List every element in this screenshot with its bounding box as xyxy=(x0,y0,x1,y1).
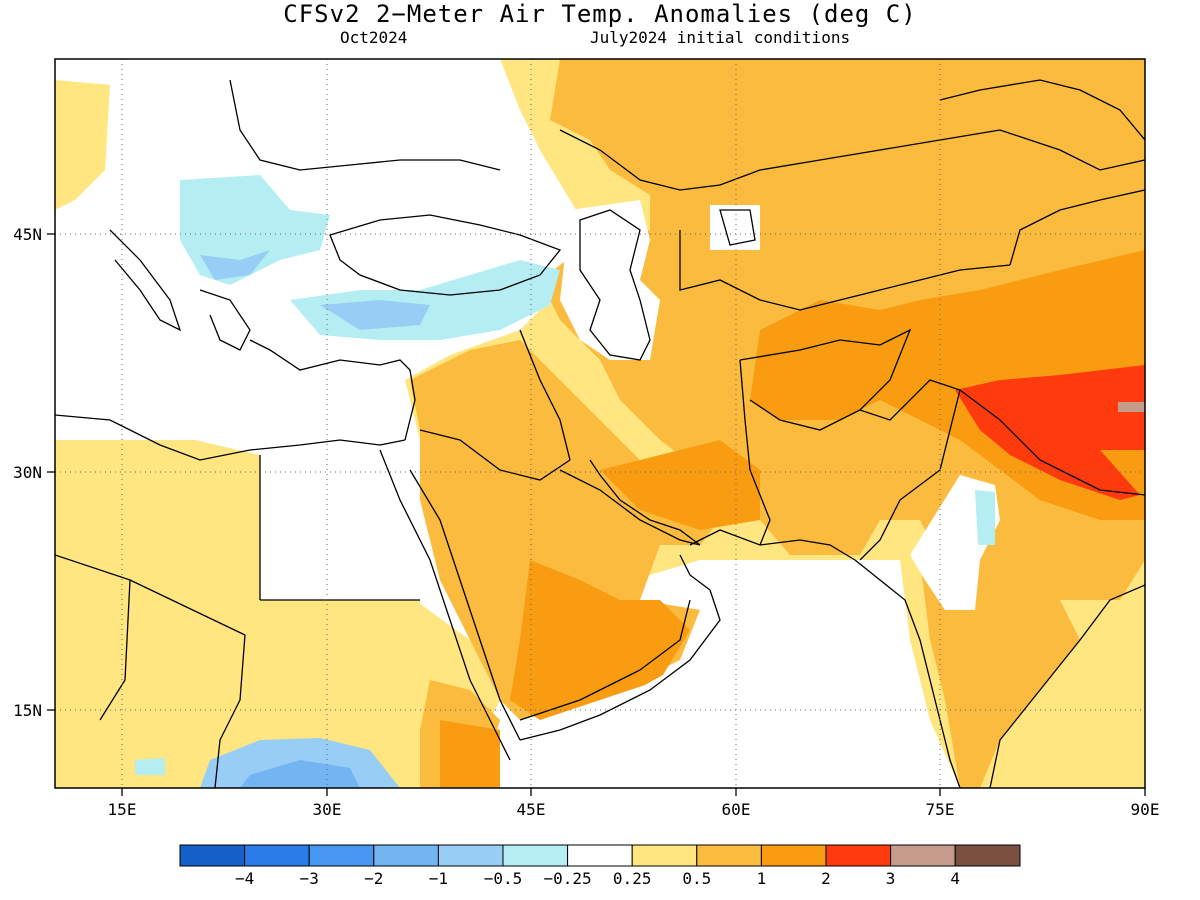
legend-label-2: −2 xyxy=(364,869,384,888)
iran-south-coast xyxy=(689,529,856,561)
legend-label-3: −1 xyxy=(428,869,449,888)
black-sea xyxy=(329,214,562,296)
border-china-west xyxy=(1009,189,1145,266)
warm-strong-east-africa xyxy=(440,720,500,788)
italy xyxy=(109,229,182,332)
tick-label-45n: 45N xyxy=(13,225,42,244)
africa-north-coast xyxy=(55,414,406,461)
neutral-india-center xyxy=(975,490,995,545)
map-frame xyxy=(54,58,1146,789)
border-sudan-south xyxy=(214,634,246,788)
legend-label-1: −3 xyxy=(299,869,319,888)
legend-label-6: 0.25 xyxy=(612,869,652,888)
warm-india-south xyxy=(920,560,1080,788)
initial-conditions: July2024 initial conditions xyxy=(590,28,851,47)
persian-gulf xyxy=(559,459,701,546)
border-mongolia xyxy=(939,79,1145,141)
legend-label-7: 0.5 xyxy=(682,869,712,888)
tick-label-30e: 30E xyxy=(313,800,342,819)
tick-label-60e: 60E xyxy=(722,800,751,819)
legend-label-5: −0.25 xyxy=(543,869,592,888)
border-europe-east xyxy=(229,79,501,171)
legend-label-11: 4 xyxy=(950,869,961,888)
legend-swatch-3 xyxy=(373,844,439,867)
red-sea-west xyxy=(379,449,511,761)
cool-balkans-inner xyxy=(200,250,270,280)
turkey-south-coast xyxy=(249,339,381,371)
axis-ticks xyxy=(47,233,1146,796)
border-pakistan xyxy=(859,379,961,561)
gridlines xyxy=(55,59,1145,788)
legend-swatch-7 xyxy=(631,844,698,867)
legend-swatch-10 xyxy=(825,844,892,867)
legend-label-0: −4 xyxy=(234,869,255,888)
neutral-caspian xyxy=(560,200,660,360)
legend-swatch-6 xyxy=(567,844,633,867)
border-iran-iraq xyxy=(519,329,571,461)
tick-label-30n: 30N xyxy=(13,463,42,482)
legend-label-8: 1 xyxy=(756,869,767,888)
legend-swatch-11 xyxy=(890,844,956,867)
arabia-south-coast xyxy=(519,554,721,741)
tick-label-75e: 75E xyxy=(926,800,955,819)
tick-label-15n: 15N xyxy=(13,701,42,720)
legend-label-10: 3 xyxy=(885,869,896,888)
border-india-north xyxy=(959,389,1145,496)
legend-swatch-1 xyxy=(244,844,310,867)
warm-strong-iran xyxy=(600,440,760,530)
anomaly-fields xyxy=(55,59,1145,788)
legend-label-9: 2 xyxy=(821,869,831,888)
india-east-coast xyxy=(989,584,1145,788)
legend-swatch-5 xyxy=(502,844,569,867)
legend-swatch-2 xyxy=(308,844,375,867)
aral-sea xyxy=(719,209,756,246)
legend-swatch-9 xyxy=(760,844,827,867)
border-arabia-yemen xyxy=(519,599,691,721)
legend-swatch-0 xyxy=(179,844,246,867)
levant-coast xyxy=(379,359,416,441)
cool-sahel xyxy=(135,758,165,775)
neutral-arabian-sea xyxy=(500,560,950,788)
cool-turkey-inner xyxy=(320,300,430,330)
warm-light-europe-west xyxy=(55,80,110,210)
tick-label-15e: 15E xyxy=(108,800,137,819)
tick-label-90e: 90E xyxy=(1131,800,1160,819)
border-afghanistan xyxy=(739,328,912,431)
neutral-aral xyxy=(710,205,760,250)
legend-swatch-4 xyxy=(437,844,504,867)
red-sea-east xyxy=(409,469,521,741)
india-west-coast xyxy=(854,559,961,788)
tick-label-45e: 45E xyxy=(517,800,546,819)
greece xyxy=(199,289,251,351)
legend-swatch-8 xyxy=(696,844,762,867)
forecast-month: Oct2024 xyxy=(340,28,408,47)
legend-swatch-12 xyxy=(954,844,1021,867)
warm-strong-arabia xyxy=(510,560,690,720)
color-legend xyxy=(179,844,1021,867)
chart-title: CFSv2 2−Meter Air Temp. Anomalies (deg C… xyxy=(283,0,917,28)
caspian-sea xyxy=(579,209,651,361)
legend-label-4: −0.5 xyxy=(483,869,523,888)
hot-tibet xyxy=(955,365,1145,500)
cool-east-africa-inner xyxy=(240,760,360,788)
border-russia-kazakh xyxy=(559,129,1145,191)
hottest-tibet xyxy=(1118,402,1145,412)
border-chad xyxy=(99,579,131,721)
border-saudi-north xyxy=(419,429,571,481)
coastlines xyxy=(55,79,1145,788)
border-iran-east xyxy=(739,359,771,546)
warm-light-north-africa xyxy=(55,440,420,788)
